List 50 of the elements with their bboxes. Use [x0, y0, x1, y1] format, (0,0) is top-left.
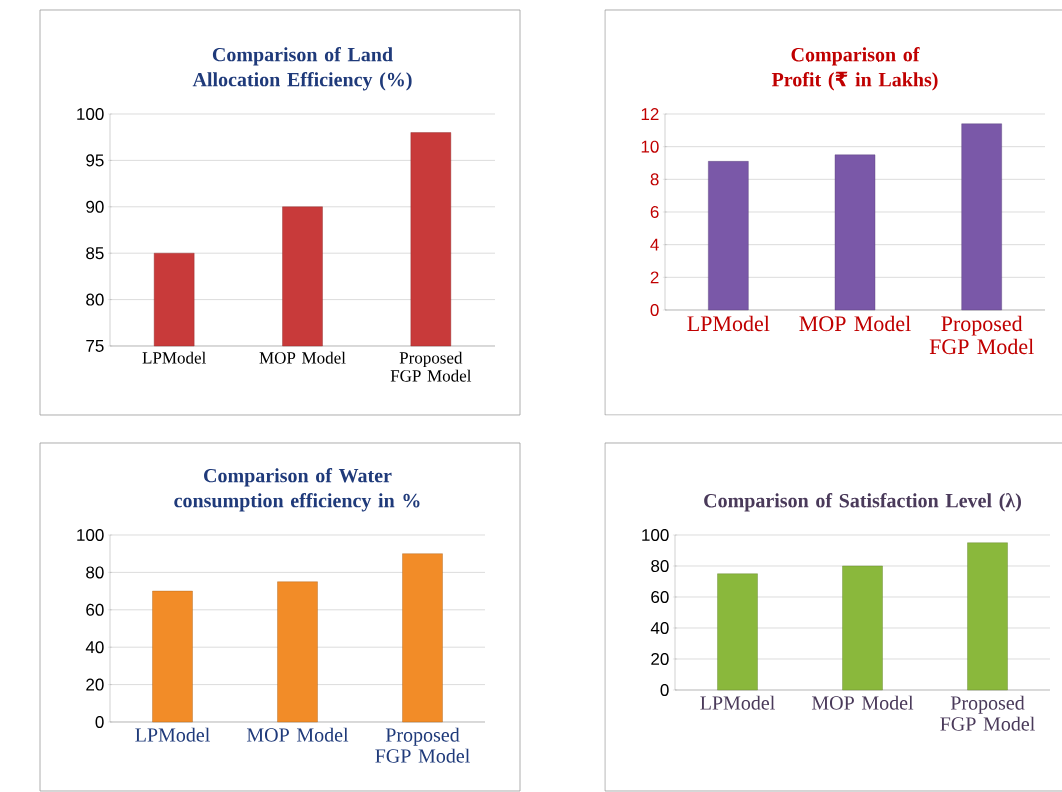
x-tick-label: Proposed FGP Model	[940, 695, 1035, 731]
y-tick-label: 0	[650, 303, 659, 317]
y-tick-label: 60	[86, 603, 104, 616]
y-tick-label: 4	[650, 238, 659, 251]
y-tick-label: 2	[650, 271, 659, 284]
y-tick-label: 80	[651, 559, 669, 573]
x-tick-label: Proposed FGP Model	[929, 315, 1034, 355]
y-tick-label: 10	[641, 140, 659, 153]
y-tick-label: 8	[650, 173, 659, 186]
y-tick-label: 80	[86, 293, 104, 306]
bar	[834, 154, 876, 311]
y-tick-label: 40	[650, 621, 669, 635]
y-tick-label: 100	[642, 528, 669, 542]
bar	[708, 161, 749, 311]
y-tick-label: 40	[85, 641, 104, 654]
y-tick-label: 85	[86, 247, 104, 260]
bar	[961, 123, 1002, 311]
y-tick-label: 100	[77, 528, 104, 542]
y-tick-label: 100	[77, 107, 104, 121]
chart-title: Comparison of Land Allocation Efficiency (%)	[192, 47, 412, 91]
x-tick-label: MOP Model	[259, 351, 346, 364]
y-tick-label: 75	[86, 340, 104, 352]
y-tick-label: 80	[86, 566, 104, 579]
x-tick-label: MOP Model	[799, 315, 911, 332]
bar	[967, 542, 1008, 691]
chart-title: Comparison of Profit (₹ in Lakhs)	[771, 47, 938, 91]
y-tick-label: 0	[95, 715, 104, 729]
x-tick-label: LPModel	[142, 351, 206, 364]
chart-title: Comparison of Water consumption efficiency in %	[174, 468, 420, 512]
x-tick-label: LPModel	[687, 315, 770, 332]
x-tick-label: MOP Model	[246, 727, 349, 742]
chart-title: Comparison of Satisfaction Level (λ)	[704, 493, 1021, 512]
bar	[402, 553, 443, 723]
y-tick-label: 12	[641, 108, 659, 120]
x-tick-label: Proposed FGP Model	[390, 351, 472, 382]
x-tick-label: Proposed FGP Model	[375, 727, 470, 763]
bar	[277, 581, 318, 723]
y-tick-label: 60	[651, 590, 669, 604]
y-tick-label: 95	[86, 154, 104, 167]
y-tick-label: 20	[86, 678, 104, 691]
y-tick-label: 20	[651, 652, 669, 666]
y-tick-label: 90	[86, 200, 104, 213]
x-tick-label: LPModel	[700, 695, 775, 710]
y-tick-label: 6	[650, 205, 659, 219]
y-tick-label: 0	[660, 683, 669, 697]
x-tick-label: MOP Model	[811, 695, 914, 710]
x-tick-label: LPModel	[135, 727, 210, 742]
bar	[152, 590, 193, 723]
bar	[842, 565, 883, 691]
bar	[717, 573, 758, 691]
